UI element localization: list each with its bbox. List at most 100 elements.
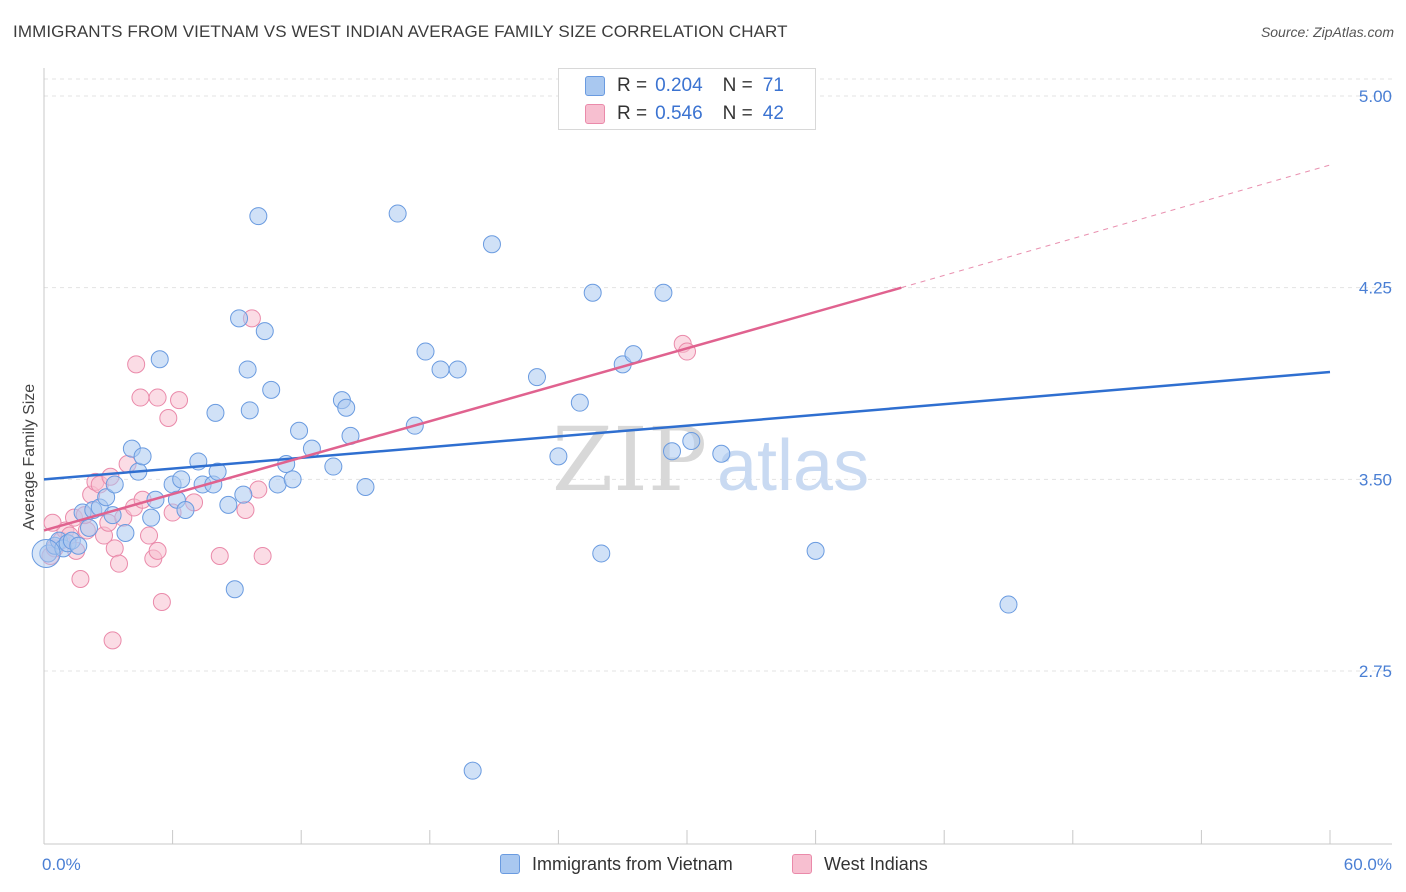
scatter-point — [283, 470, 302, 489]
scatter-point — [253, 547, 272, 565]
scatter-point — [176, 501, 195, 519]
y-tick-label: 4.25 — [1359, 279, 1392, 298]
scatter-point — [662, 442, 681, 461]
y-tick-label: 2.75 — [1359, 662, 1392, 681]
scatter-point — [448, 360, 467, 379]
trendline-west-indians-extension — [901, 164, 1331, 289]
legend-row-west-indians: R = 0.546 N = 42 — [585, 101, 784, 127]
r-value: 0.546 — [655, 103, 703, 124]
legend-label-west-indians: West Indians — [824, 853, 928, 874]
scatter-point — [127, 355, 146, 374]
watermark: ZIP atlas — [552, 408, 869, 511]
legend-swatch-pink — [585, 104, 605, 124]
chart-title: IMMIGRANTS FROM VIETNAM VS WEST INDIAN A… — [13, 22, 788, 41]
scatter-point — [172, 470, 191, 489]
trendline-vietnam — [43, 370, 1331, 481]
x-tick-label: 0.0% — [42, 855, 81, 874]
scatter-point — [324, 457, 343, 476]
scatter-point — [337, 398, 356, 417]
r-value: 0.204 — [655, 75, 703, 96]
trendline-west-indians — [43, 286, 902, 532]
y-tick-label: 3.50 — [1359, 470, 1392, 489]
scatter-point — [97, 488, 116, 507]
scatter-point — [105, 475, 124, 494]
scatter-point — [290, 421, 309, 440]
scatter-point — [549, 447, 568, 466]
points-vietnam — [31, 204, 1018, 780]
legend-swatch-blue — [500, 854, 520, 874]
scatter-point — [416, 342, 435, 361]
scatter-point — [249, 480, 268, 499]
scatter-point — [71, 570, 90, 588]
scatter-point — [527, 368, 546, 387]
n-value: 42 — [762, 103, 784, 124]
scatter-point — [388, 204, 407, 223]
scatter-point — [31, 538, 61, 568]
scatter-point — [219, 495, 238, 514]
scatter-point — [234, 485, 253, 504]
scatter-point — [570, 393, 589, 412]
scatter-point — [482, 235, 501, 254]
scatter-point — [150, 350, 169, 369]
scatter-point — [80, 518, 99, 537]
scatter-point — [463, 761, 482, 780]
scatter-point — [210, 547, 229, 565]
watermark-atlas: atlas — [717, 426, 869, 506]
scatter-point — [255, 322, 274, 341]
legend-item-west-indians: West Indians — [792, 852, 928, 876]
scatter-point — [583, 283, 602, 302]
scatter-point — [170, 391, 189, 410]
scatter-point — [592, 544, 611, 563]
legend-swatch-blue — [585, 76, 605, 96]
scatter-point — [806, 541, 825, 560]
scatter-point — [682, 432, 701, 450]
n-value: 71 — [762, 75, 784, 96]
scatter-point — [238, 360, 257, 379]
scatter-point — [654, 283, 673, 302]
r-label: R = — [617, 75, 648, 96]
scatter-point — [131, 388, 150, 407]
scatter-point — [142, 508, 161, 527]
scatter-point — [431, 360, 450, 379]
scatter-point — [148, 541, 167, 560]
n-label: N = — [722, 75, 753, 96]
n-label: N = — [722, 103, 753, 124]
legend-row-vietnam: R = 0.204 N = 71 — [585, 73, 784, 99]
scatter-point — [105, 539, 124, 558]
x-tick-label: 60.0% — [1344, 855, 1392, 874]
scatter-point — [240, 401, 259, 420]
scatter-point — [206, 403, 225, 422]
scatter-point — [110, 554, 129, 573]
watermark-zip: ZIP — [552, 408, 707, 511]
scatter-point — [140, 526, 159, 545]
scatter-point — [249, 207, 268, 226]
scatter-point — [624, 345, 643, 364]
scatter-point — [103, 631, 122, 650]
scatter-point — [116, 524, 135, 542]
scatter-point — [225, 580, 244, 599]
r-label: R = — [617, 103, 648, 124]
scatter-point — [236, 501, 255, 519]
correlation-legend: R = 0.204 N = 71 R = 0.546 N = 42 — [558, 68, 816, 130]
legend-item-vietnam: Immigrants from Vietnam — [500, 852, 733, 876]
tick-labels: 2.75 3.50 4.25 5.00 0.0% 60.0% — [42, 87, 1392, 874]
scatter-point — [159, 409, 178, 427]
scatter-point — [69, 536, 88, 555]
scatter-point — [268, 475, 287, 494]
trendlines — [43, 164, 1331, 532]
scatter-point — [356, 478, 375, 496]
source-label: Source: ZipAtlas.com — [1260, 24, 1394, 40]
legend-label-vietnam: Immigrants from Vietnam — [532, 853, 733, 874]
y-tick-label: 5.00 — [1359, 87, 1392, 106]
axes — [43, 68, 1392, 845]
scatter-point — [133, 447, 152, 466]
y-axis-label: Average Family Size — [21, 384, 38, 531]
scatter-point — [262, 380, 281, 399]
scatter-point — [712, 444, 731, 463]
legend-swatch-pink — [792, 854, 812, 874]
scatter-point — [148, 388, 167, 407]
scatter-point — [152, 593, 171, 611]
scatter-point — [230, 309, 249, 328]
scatter-point — [999, 595, 1018, 614]
